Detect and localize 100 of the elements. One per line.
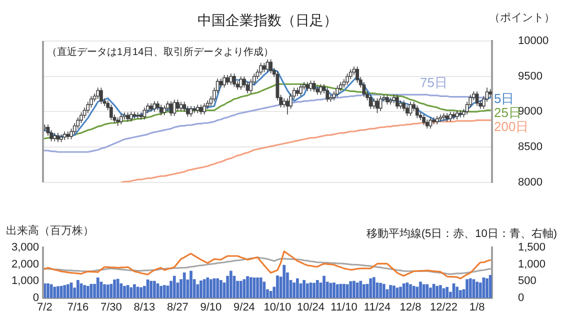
candlestick [455, 110, 459, 120]
bar [76, 280, 80, 298]
bar [239, 280, 242, 298]
y-tick-label: 10000 [518, 35, 549, 48]
y-axis-title: 出来高（百万株） [6, 224, 94, 238]
x-tick-label: 10/10 [264, 302, 292, 314]
bar [468, 278, 472, 298]
candlestick [162, 104, 166, 116]
candlestick [286, 98, 290, 115]
bar [426, 284, 429, 298]
x-tick-label: 7/2 [37, 302, 52, 314]
bar [296, 278, 299, 298]
candlestick [408, 101, 412, 116]
candlestick [435, 116, 439, 125]
candlestick [229, 73, 233, 86]
candlestick [326, 87, 330, 102]
x-tick-label: 8/27 [166, 302, 188, 314]
bar [302, 280, 306, 298]
bar [436, 286, 439, 298]
candlestick [159, 104, 163, 116]
bar [220, 280, 222, 298]
y2-tick-label: 500 [518, 275, 536, 288]
x-tick-label: 11/10 [330, 302, 358, 314]
bar [342, 284, 346, 298]
candlestick [458, 110, 462, 118]
bar [46, 283, 50, 298]
bar [133, 284, 136, 298]
bar [162, 285, 166, 298]
bar [249, 277, 252, 298]
x-tick-label: 1/8 [469, 302, 485, 314]
x-tick-label: 9/24 [234, 302, 255, 314]
x-tick-label: 7/16 [67, 302, 89, 314]
y-tick-label: 8500 [518, 141, 542, 154]
y-tick-label: 2,000 [11, 258, 39, 270]
bar [312, 282, 316, 298]
candlestick [282, 98, 286, 108]
candlestick [448, 111, 452, 122]
bar [269, 290, 272, 298]
bar [120, 283, 123, 298]
candlestick [62, 131, 66, 140]
bar [262, 282, 266, 298]
y2-axis-title: 移動平均線(5日：赤、10日：青、右軸) [366, 227, 557, 241]
bar [339, 284, 342, 298]
bar [362, 284, 366, 298]
bar [259, 278, 262, 298]
candlestick [129, 111, 133, 122]
bar [292, 282, 296, 298]
y2-tick-label: 1,500 [518, 242, 546, 254]
bar [382, 284, 386, 298]
candlestick [132, 111, 136, 120]
bar [130, 287, 133, 298]
bar [346, 284, 349, 298]
bar [392, 286, 396, 298]
y-tick-label: 9000 [518, 106, 542, 118]
bar [66, 284, 70, 298]
y-tick-label: 9500 [518, 70, 542, 82]
candlestick [199, 104, 203, 115]
bar [322, 276, 326, 298]
candlestick [392, 94, 396, 104]
candlestick [239, 76, 243, 90]
bar [369, 278, 372, 298]
bar [276, 275, 279, 298]
candlestick [142, 107, 146, 120]
candlestick [52, 132, 56, 142]
bar [359, 280, 362, 298]
bar [210, 279, 212, 298]
bar [83, 285, 86, 298]
bar [282, 264, 286, 298]
bar [216, 278, 220, 298]
y-tick-label: 3,000 [11, 242, 39, 254]
x-tick-label: 9/10 [200, 302, 222, 314]
y-tick-label: 8000 [518, 176, 542, 188]
bar [53, 286, 56, 298]
bar [116, 278, 120, 298]
bar [389, 285, 392, 298]
bar [352, 280, 356, 298]
candlestick [368, 94, 372, 110]
y-tick-label: 0 [32, 292, 39, 304]
series-label: 75日 [420, 74, 448, 92]
bar [229, 270, 232, 298]
x-tick-label: 8/13 [134, 302, 156, 314]
y-axis-title: （ポイント） [489, 11, 555, 25]
bar [409, 284, 412, 298]
x-tick-label: 10/24 [296, 302, 325, 314]
candlestick [296, 87, 300, 97]
bar [256, 278, 259, 298]
bar [106, 284, 110, 298]
bar [152, 280, 156, 298]
x-tick-label: 12/8 [400, 302, 422, 314]
candlestick [388, 97, 392, 106]
annotation: （直近データは1月14日、取引所データより作成） [47, 46, 274, 59]
candlestick [475, 90, 479, 106]
chart-title: 中国企業指数（日足） [198, 12, 338, 28]
bar [402, 283, 406, 298]
bar [349, 281, 352, 298]
candlestick [96, 87, 100, 100]
bar [439, 285, 442, 298]
candlestick [149, 102, 153, 112]
candlestick [306, 82, 310, 92]
series-label: 5日 [494, 90, 514, 107]
